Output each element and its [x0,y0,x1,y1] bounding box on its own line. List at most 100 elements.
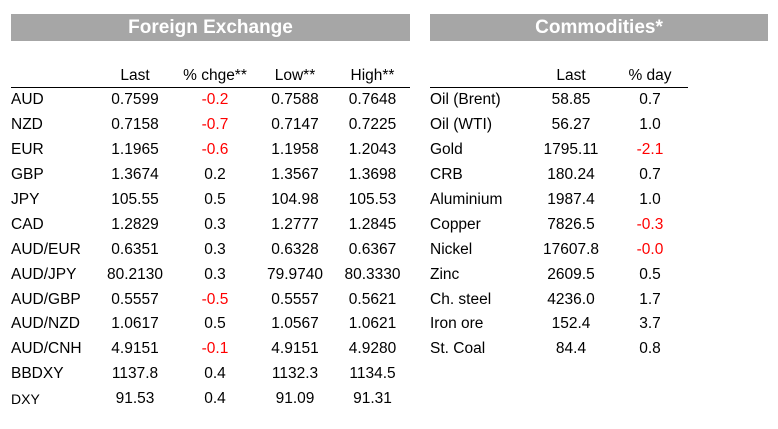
commodities-row: Aluminium 1987.4 1.0 [430,188,688,213]
fx-cell-chg: 0.4 [204,390,226,408]
commodities-cell-name: Nickel [430,240,473,258]
fx-header-name [11,65,95,88]
fx-cell-low: 0.7147 [271,116,319,134]
fx-row: CAD 1.2829 0.3 1.2777 1.2845 [11,212,410,237]
fx-cell-high: 91.31 [353,390,392,408]
commodities-cell-chg: 1.0 [639,116,661,134]
fx-cell-high: 80.3330 [344,265,401,283]
fx-header-last: Last [95,65,175,88]
fx-row: JPY 105.55 0.5 104.98 105.53 [11,188,410,213]
fx-cell-name: NZD [11,116,43,134]
fx-cell-last: 0.7158 [111,116,159,134]
fx-cell-high: 1.2845 [348,215,397,233]
fx-cell-name: AUD/GBP [11,290,81,308]
fx-cell-name: JPY [11,191,40,208]
commodities-cell-last: 58.85 [551,91,591,109]
commodities-cell-last: 1987.4 [547,191,595,208]
fx-cell-last: 1.1965 [111,141,159,159]
commodities-cell-chg: -0.0 [636,240,664,258]
fx-cell-name: DXY [11,391,40,408]
fx-row: AUD/CNH 4.9151 -0.1 4.9151 4.9280 [11,337,410,362]
fx-cell-chg: -0.7 [201,116,229,134]
commodities-cell-chg: 1.7 [639,290,661,308]
fx-cell-name: BBDXY [11,365,64,383]
commodities-cell-last: 84.4 [555,340,587,358]
commodities-row: Ch. steel 4236.0 1.7 [430,287,688,312]
commodities-cell-last: 4236.0 [547,290,595,308]
fx-cell-low: 1.0567 [271,315,319,333]
fx-row: AUD/EUR 0.6351 0.3 0.6328 0.6367 [11,237,410,262]
commodities-cell-last: 56.27 [551,116,591,134]
fx-cell-chg: 0.3 [204,215,226,233]
commodities-cell-name: Gold [430,141,463,159]
fx-cell-low: 0.6328 [271,240,319,258]
fx-row: DXY 91.53 0.4 91.09 91.31 [11,387,410,412]
fx-cell-last: 1137.8 [111,365,159,383]
commodities-cell-name: Oil (Brent) [430,91,501,109]
commodities-table: Last % day Oil (Brent) 58.85 0.7 Oil (WTI) 5… [430,65,688,362]
fx-cell-high: 0.7225 [348,116,397,134]
commodities-cell-name: Copper [430,215,481,233]
fx-cell-high: 0.5621 [348,290,397,308]
commodities-row: Nickel 17607.8 -0.0 [430,237,688,262]
commodities-header-name [430,65,530,88]
fx-row: NZD 0.7158 -0.7 0.7147 0.7225 [11,113,410,138]
fx-cell-high: 4.9280 [348,340,397,358]
commodities-cell-name: Aluminium [430,191,503,208]
fx-cell-last: 4.9151 [111,340,159,358]
fx-cell-chg: 0.5 [204,191,226,208]
commodities-row: Copper 7826.5 -0.3 [430,212,688,237]
commodities-cell-name: CRB [430,166,463,184]
commodities-section-title: Commodities* [430,14,768,41]
fx-cell-low: 1.1958 [271,141,319,159]
fx-cell-name: AUD [11,91,44,109]
commodities-cell-last: 17607.8 [542,240,600,258]
fx-cell-chg: -0.1 [201,340,229,358]
fx-cell-last: 1.0617 [111,315,159,333]
commodities-cell-last: 7826.5 [547,215,595,233]
fx-cell-chg: 0.3 [204,265,226,283]
commodities-row: Oil (WTI) 56.27 1.0 [430,113,688,138]
fx-row: AUD/NZD 1.0617 0.5 1.0567 1.0621 [11,312,410,337]
commodities-cell-name: Iron ore [430,315,484,333]
commodities-cell-chg: 0.7 [639,91,661,109]
fx-header-change: % chge** [175,65,255,88]
fx-cell-name: AUD/CNH [11,340,82,358]
fx-header-low: Low** [255,65,335,88]
fx-cell-low: 91.09 [275,390,315,408]
fx-cell-low: 1.3567 [271,166,319,184]
fx-section-title: Foreign Exchange [11,14,410,41]
fx-cell-last: 1.3674 [111,166,159,184]
commodities-header-last: Last [530,65,612,88]
fx-cell-last: 0.7599 [111,91,159,109]
fx-cell-high: 0.6367 [348,240,397,258]
commodities-cell-chg: 3.7 [639,315,661,333]
fx-cell-low: 1132.3 [271,365,319,383]
fx-cell-last: 0.5557 [111,290,159,308]
fx-cell-chg: -0.2 [201,91,229,109]
fx-cell-name: EUR [11,141,44,159]
fx-cell-last: 105.55 [111,191,159,208]
fx-table: Last % chge** Low** High** AUD 0.7599 -0.2… [11,65,410,412]
fx-cell-low: 0.5557 [271,290,319,308]
fx-cell-name: GBP [11,166,44,184]
commodities-row: Iron ore 152.4 3.7 [430,312,688,337]
commodities-cell-last: 152.4 [551,315,591,333]
fx-cell-high: 1134.5 [349,365,396,383]
commodities-cell-last: 180.24 [547,166,595,184]
fx-cell-high: 105.53 [348,191,397,208]
commodities-cell-chg: 0.7 [639,166,661,184]
fx-cell-low: 4.9151 [271,340,319,358]
fx-cell-name: CAD [11,215,44,233]
fx-cell-high: 1.0621 [348,315,397,333]
fx-cell-low: 79.9740 [266,265,324,283]
commodities-cell-chg: 1.0 [639,191,661,208]
commodities-cell-name: Oil (WTI) [430,116,492,134]
fx-cell-chg: 0.5 [204,315,226,333]
fx-cell-last: 1.2829 [111,215,159,233]
commodities-header-day: % day [612,65,688,88]
commodities-cell-chg: 0.5 [639,265,661,283]
commodities-cell-last: 1795.11 [543,141,599,159]
commodities-header-row: Last % day [430,65,688,88]
fx-cell-chg: 0.3 [204,240,226,258]
